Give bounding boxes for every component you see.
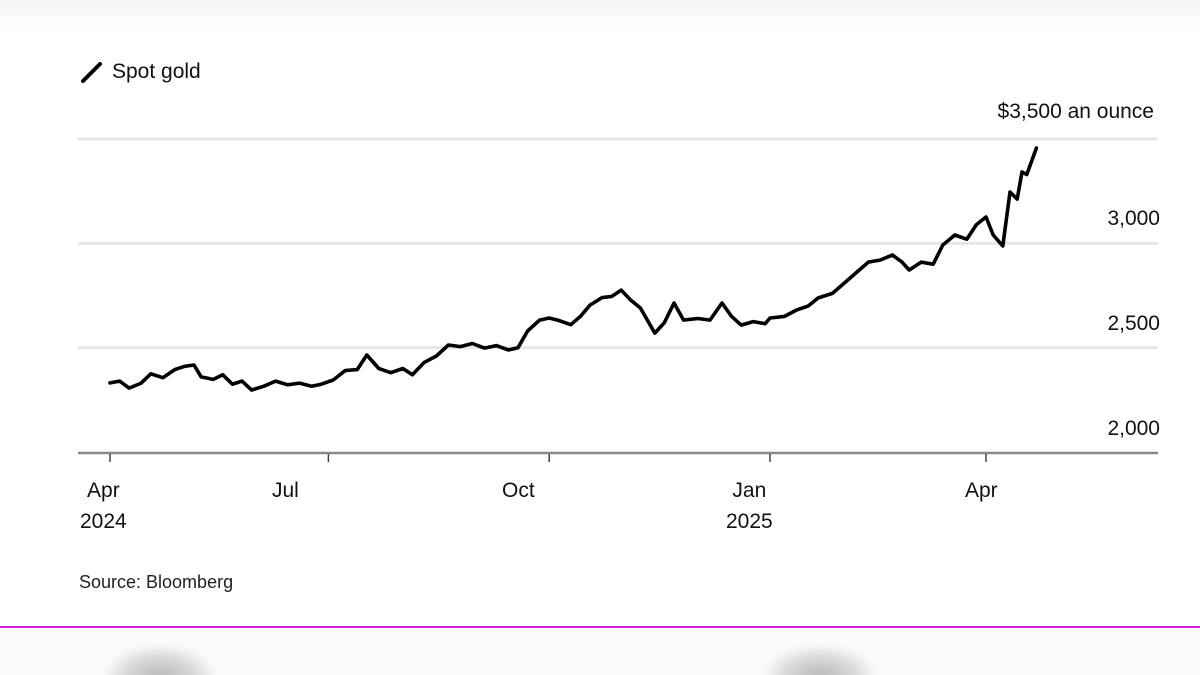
- x-tick-year: 2025: [726, 510, 773, 533]
- source-note: Source: Bloomberg: [79, 572, 234, 592]
- below-fold-area: [0, 628, 1200, 675]
- top-fade: [0, 0, 1200, 30]
- y-tick-3000: 3,000: [1107, 207, 1160, 230]
- gridlines: [78, 137, 1158, 350]
- x-tick-label: Jan: [732, 479, 767, 502]
- legend: Spot gold: [80, 60, 201, 84]
- legend-label: Spot gold: [112, 60, 201, 83]
- y-tick-2000: 2,000: [1107, 417, 1160, 440]
- magenta-divider: [0, 626, 1200, 628]
- x-tick-label: Apr: [87, 479, 120, 502]
- blurred-image: [765, 646, 875, 675]
- x-tick-label: Apr: [965, 479, 998, 502]
- x-tick-label: Oct: [502, 479, 535, 502]
- x-tick-apr-2024: Apr 2024: [80, 475, 127, 537]
- x-tick-jul: Jul: [272, 475, 299, 506]
- diagonal-line-swatch-icon: [81, 62, 102, 83]
- x-tick-oct: Oct: [502, 475, 535, 506]
- blurred-image: [105, 646, 215, 675]
- x-tick-jan-2025: Jan 2025: [726, 475, 773, 537]
- x-axis: [78, 451, 1158, 462]
- x-tick-label: Jul: [272, 479, 299, 502]
- x-tick-apr-2025: Apr: [965, 475, 998, 506]
- y-axis-unit-label: $3,500 an ounce: [997, 100, 1154, 123]
- x-tick-year: 2024: [80, 510, 127, 533]
- y-tick-2500: 2,500: [1107, 312, 1160, 335]
- spot-gold-line: [108, 146, 1039, 392]
